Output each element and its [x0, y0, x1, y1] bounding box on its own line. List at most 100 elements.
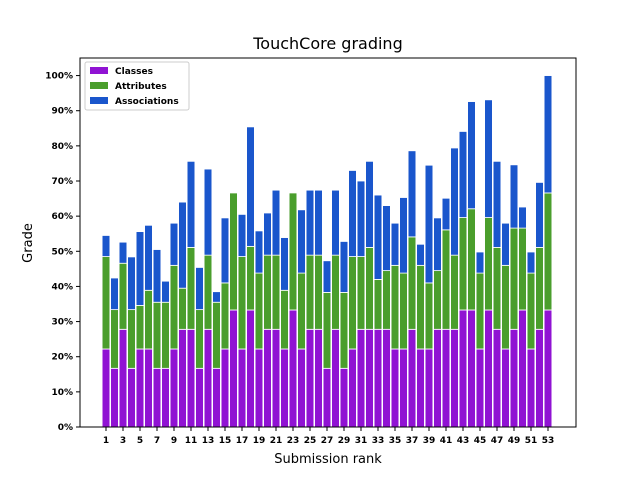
x-tick-label: 9	[171, 436, 177, 446]
legend-label-attributes: Attributes	[115, 82, 167, 92]
chart-title: TouchCore grading	[252, 34, 402, 53]
bar-attributes-27	[322, 291, 332, 369]
bar-attributes-13	[203, 254, 213, 330]
bar-classes-50	[518, 309, 527, 428]
bar-associations-47	[492, 160, 502, 248]
y-axis-label: Grade	[21, 223, 36, 263]
x-tick-label: 31	[355, 436, 368, 446]
plot-frame	[79, 57, 577, 428]
bar-associations-21	[271, 189, 281, 256]
x-axis-label: Submission rank	[274, 452, 382, 467]
bar-classes-51	[526, 348, 536, 428]
bar-attributes-7	[152, 301, 162, 369]
bar-classes-42	[450, 328, 459, 428]
bar-classes-48	[501, 348, 510, 428]
bar-associations-7	[152, 249, 162, 303]
bar-classes-2	[110, 367, 119, 428]
x-tick-label: 49	[508, 436, 521, 446]
y-tick-label: 80%	[51, 142, 73, 152]
bar-classes-30	[348, 348, 357, 428]
bar-classes-40	[433, 328, 442, 428]
bar-classes-10	[178, 328, 187, 428]
bar-attributes-46	[484, 217, 493, 311]
y-tick-label: 30%	[51, 318, 73, 328]
bar-attributes-23	[288, 192, 298, 311]
bar-classes-1	[101, 348, 111, 428]
legend-swatch-associations	[90, 97, 108, 104]
bar-associations-52	[535, 182, 544, 248]
bar-associations-26	[314, 189, 323, 256]
bar-associations-27	[322, 260, 332, 293]
bar-associations-14	[212, 291, 221, 303]
bar-classes-18	[246, 309, 255, 428]
bar-associations-3	[118, 241, 128, 264]
legend: Classes Attributes Associations	[84, 61, 190, 111]
bar-attributes-35	[390, 264, 400, 350]
bar-attributes-49	[509, 227, 519, 330]
bar-classes-34	[382, 328, 391, 428]
bar-associations-34	[382, 205, 391, 272]
bar-attributes-11	[186, 247, 196, 330]
bar-classes-52	[535, 328, 544, 428]
bar-classes-11	[186, 328, 196, 428]
x-tick-label: 25	[304, 436, 317, 446]
bar-associations-45	[475, 251, 485, 274]
bar-attributes-2	[110, 309, 119, 369]
bar-associations-41	[441, 197, 451, 231]
bar-attributes-17	[237, 256, 247, 350]
bar-associations-50	[518, 206, 527, 229]
bar-classes-37	[407, 328, 417, 428]
bar-associations-22	[280, 237, 289, 291]
x-tick-label: 51	[525, 436, 538, 446]
bar-attributes-21	[271, 254, 281, 330]
bar-classes-25	[305, 328, 315, 428]
x-tick-label: 27	[321, 436, 334, 446]
bar-attributes-47	[492, 247, 502, 330]
x-tick-label: 47	[491, 436, 504, 446]
bar-classes-4	[127, 367, 136, 428]
bar-classes-14	[212, 367, 221, 428]
bar-associations-43	[458, 131, 468, 218]
y-tick-label: 20%	[51, 353, 73, 363]
bar-attributes-52	[535, 247, 544, 330]
bar-classes-24	[297, 348, 306, 428]
bar-attributes-24	[297, 272, 306, 350]
bar-classes-35	[390, 348, 400, 428]
bar-associations-36	[399, 197, 408, 274]
bar-attributes-28	[331, 254, 340, 330]
bars-group	[101, 75, 553, 428]
bar-attributes-3	[118, 262, 128, 330]
x-tick-label: 53	[542, 436, 555, 446]
bar-classes-23	[288, 309, 298, 428]
y-tick-label: 0%	[58, 423, 73, 433]
bar-classes-43	[458, 309, 468, 428]
bar-classes-15	[220, 348, 230, 428]
bar-attributes-25	[305, 254, 315, 330]
bar-attributes-16	[229, 192, 238, 311]
bar-classes-12	[195, 367, 204, 428]
bar-classes-20	[263, 328, 272, 428]
bar-associations-10	[178, 201, 187, 289]
bar-classes-3	[118, 328, 128, 428]
bar-attributes-26	[314, 254, 323, 330]
bar-associations-19	[254, 230, 264, 274]
bar-associations-28	[331, 189, 340, 256]
bar-classes-33	[373, 328, 383, 428]
bar-associations-49	[509, 164, 519, 229]
x-tick-label: 35	[389, 436, 402, 446]
y-tick-label: 50%	[51, 247, 73, 257]
bar-attributes-38	[416, 264, 425, 350]
bar-attributes-37	[407, 236, 417, 330]
bar-classes-9	[169, 348, 179, 428]
bar-attributes-12	[195, 309, 204, 369]
bar-attributes-33	[373, 278, 383, 330]
bar-attributes-6	[144, 289, 153, 350]
bar-attributes-30	[348, 256, 357, 350]
bar-associations-8	[161, 280, 170, 303]
bar-classes-17	[237, 348, 247, 428]
bar-attributes-41	[441, 229, 451, 330]
bar-classes-45	[475, 348, 485, 428]
bar-associations-2	[110, 277, 119, 311]
bar-attributes-5	[135, 305, 145, 350]
